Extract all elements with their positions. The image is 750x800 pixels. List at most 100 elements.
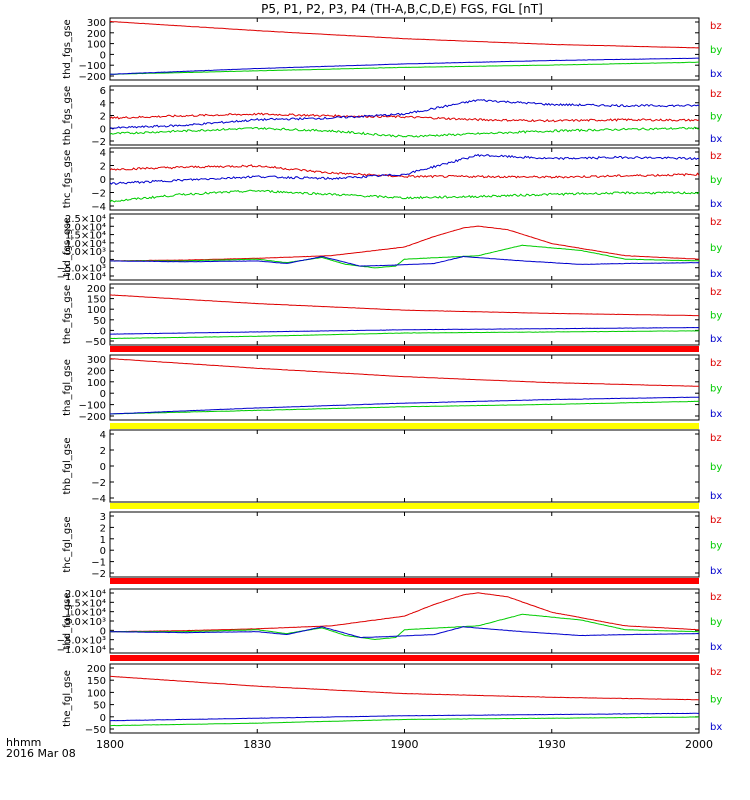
legend-bx: bx xyxy=(710,722,722,733)
series-by xyxy=(109,126,700,138)
series-by xyxy=(109,61,699,75)
y-tick-label: 2 xyxy=(100,446,106,457)
series-bx xyxy=(109,712,699,722)
y-tick-label: 0 xyxy=(100,50,106,61)
y-tick-label: 150 xyxy=(87,676,106,687)
status-bar xyxy=(110,655,699,661)
panel-frame xyxy=(109,147,700,211)
y-axis-label: thc_fgl_gse xyxy=(62,516,73,572)
status-bar xyxy=(110,423,699,429)
y-tick-label: 300 xyxy=(87,18,106,29)
legend-by: by xyxy=(710,384,722,395)
status-bars xyxy=(110,346,699,661)
status-bar xyxy=(110,503,699,509)
panel-frame xyxy=(109,429,700,503)
y-tick-label: 2 xyxy=(100,523,106,534)
y-tick-label: 0 xyxy=(100,389,106,400)
y-tick-label: 0 xyxy=(100,546,106,557)
y-tick-label: 200 xyxy=(87,664,106,675)
series-bx xyxy=(109,396,700,415)
x-tick-label: 1830 xyxy=(243,738,271,751)
legend-bz: bz xyxy=(710,592,722,603)
y-tick-label: 5.0×10³ xyxy=(65,617,106,628)
y-tick-label: −5.0×10³ xyxy=(57,636,106,647)
legend-bx: bx xyxy=(710,491,722,502)
y-axis-label: thb_fgs_gse xyxy=(62,86,73,145)
y-tick-label: −200 xyxy=(79,412,106,423)
y-tick-label: −2 xyxy=(91,137,106,148)
legend-by: by xyxy=(710,243,722,254)
y-axis-label: thd_fgl_gse xyxy=(62,593,73,650)
x-tick-label: 1800 xyxy=(96,738,124,751)
y-tick-label: 5.0×10³ xyxy=(65,247,106,258)
time-axis-label: hhmm xyxy=(6,736,41,749)
y-tick-label: −4 xyxy=(91,202,106,213)
legend-by: by xyxy=(710,541,722,552)
status-bar xyxy=(110,346,699,352)
series-bz xyxy=(109,20,700,49)
y-tick-label: 0 xyxy=(100,124,106,135)
y-axis-label: thb_fgl_gse xyxy=(62,438,73,495)
series-bz xyxy=(110,675,700,701)
panel-9: 2.0×10⁴1.5×10⁴1.0×10⁴5.0×10³0−5.0×10³−1.… xyxy=(57,588,722,656)
y-tick-label: 0 xyxy=(100,175,106,186)
x-tick-label: 1930 xyxy=(538,738,566,751)
y-axis-label: thd_fgs_gse xyxy=(62,217,73,276)
legend-bz: bz xyxy=(710,89,722,100)
y-tick-label: 100 xyxy=(87,378,106,389)
y-tick-label: 100 xyxy=(87,305,106,316)
legend-bx: bx xyxy=(710,334,722,345)
y-tick-label: 50 xyxy=(93,316,106,327)
y-tick-label: 4 xyxy=(100,99,106,110)
y-tick-label: −4 xyxy=(91,494,106,505)
y-tick-label: 200 xyxy=(87,366,106,377)
y-axis-label: thd_fgs_gse xyxy=(62,19,73,78)
y-tick-label: 1.0×10⁴ xyxy=(65,608,106,619)
series-bx xyxy=(109,153,700,185)
series-by xyxy=(109,400,700,415)
panel-4: 2.5×10⁴2.0×10⁴1.5×10⁴1.0×10⁴5.0×10³0−5.0… xyxy=(57,213,722,283)
legend-bz: bz xyxy=(710,433,722,444)
y-tick-label: 50 xyxy=(93,701,106,712)
legend-bx: bx xyxy=(710,269,722,280)
y-tick-label: −100 xyxy=(79,401,106,412)
legend-bx: bx xyxy=(710,69,722,80)
y-tick-label: 1.0×10⁴ xyxy=(65,239,106,250)
y-tick-label: 100 xyxy=(87,40,106,51)
y-tick-label: 0 xyxy=(100,255,106,266)
y-tick-label: 200 xyxy=(87,284,106,295)
y-tick-label: −2 xyxy=(91,478,106,489)
y-tick-label: 0 xyxy=(100,713,106,724)
legend-bz: bz xyxy=(710,217,722,228)
series-bx xyxy=(109,626,700,639)
legend-by: by xyxy=(710,45,722,56)
series-bz xyxy=(109,358,699,387)
y-tick-label: 0 xyxy=(100,462,106,473)
y-tick-label: 150 xyxy=(87,295,106,306)
series-bz xyxy=(110,225,700,262)
legend-by: by xyxy=(710,311,722,322)
legend-bz: bz xyxy=(710,515,722,526)
series-bz xyxy=(109,164,700,179)
legend-by: by xyxy=(710,112,722,123)
y-axis-label: tha_fgl_gse xyxy=(62,359,73,416)
panel-3: 4 2 0 −2 −4 thc_fgs_gse bz by bx xyxy=(62,147,722,213)
y-tick-label: 1.5×10⁴ xyxy=(65,598,106,609)
legend-by: by xyxy=(710,695,722,706)
figure-title: P5, P1, P2, P3, P4 (TH-A,B,C,D,E) FGS, F… xyxy=(261,2,543,16)
panel-7: 4 2 0 −2 −4 thb_fgl_gse bz by bx xyxy=(62,429,722,505)
y-axis-label: thc_fgs_gse xyxy=(62,150,73,209)
status-bar xyxy=(110,578,699,584)
legend-by: by xyxy=(710,617,722,628)
time-axis: 1800 1830 1900 1930 2000 xyxy=(96,738,713,751)
y-tick-label: 200 xyxy=(87,29,106,40)
y-tick-label: 1.5×10⁴ xyxy=(65,231,106,242)
y-tick-label: −1.0×10⁴ xyxy=(57,645,106,656)
y-tick-label: 4 xyxy=(100,148,106,159)
y-axis-label: the_fgl_gse xyxy=(62,670,73,727)
